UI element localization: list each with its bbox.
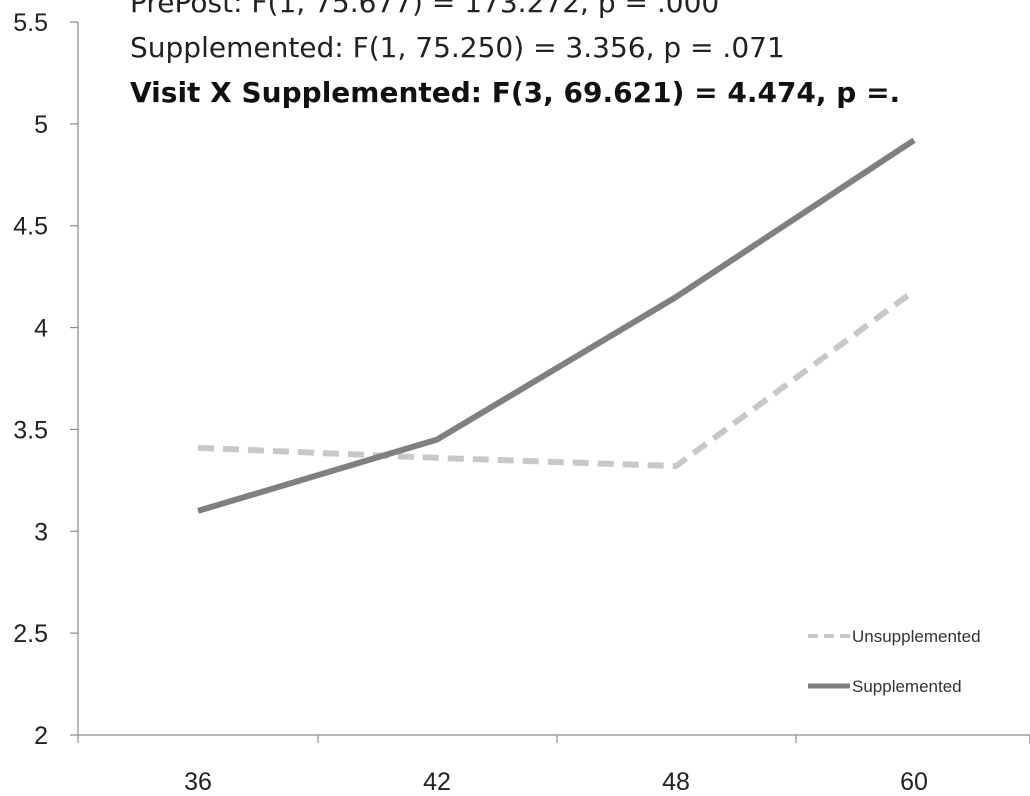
- stat-interaction: Visit X Supplemented: F(3, 69.621) = 4.4…: [130, 76, 900, 109]
- x-tick-label: 42: [423, 768, 451, 796]
- y-tick-label: 5.5: [13, 9, 48, 37]
- stat-supplemented: Supplemented: F(1, 75.250) = 3.356, p = …: [130, 31, 785, 64]
- legend: Unsupplemented Supplemented: [808, 627, 981, 696]
- y-tick-label: 3: [34, 518, 48, 546]
- y-tick-label: 2: [34, 722, 48, 750]
- y-tick-label: 4.5: [13, 213, 48, 241]
- series-lines: [197, 137, 916, 514]
- x-tick-label: 48: [662, 768, 690, 796]
- supplemented-series-line: [197, 137, 916, 514]
- legend-label-supplemented: Supplemented: [852, 677, 962, 696]
- x-tick-label: 36: [184, 768, 212, 796]
- stat-prepost: PrePost: F(1, 75.677) = 173.272, p = .00…: [130, 0, 719, 19]
- y-tick-label: 4: [34, 315, 48, 343]
- y-tick-label: 5: [34, 111, 48, 139]
- y-tick-label: 2.5: [13, 620, 48, 648]
- legend-label-unsupplemented: Unsupplemented: [852, 627, 981, 646]
- statistics-annotations: PrePost: F(1, 75.677) = 173.272, p = .00…: [130, 0, 900, 109]
- unsupplemented-series-line: [197, 288, 916, 470]
- axes: 2 2.5 3 3.5 4 4.5 5 5.5 36 42 48 60: [13, 9, 1030, 796]
- y-tick-label: 3.5: [13, 416, 48, 444]
- x-tick-label: 60: [900, 768, 928, 796]
